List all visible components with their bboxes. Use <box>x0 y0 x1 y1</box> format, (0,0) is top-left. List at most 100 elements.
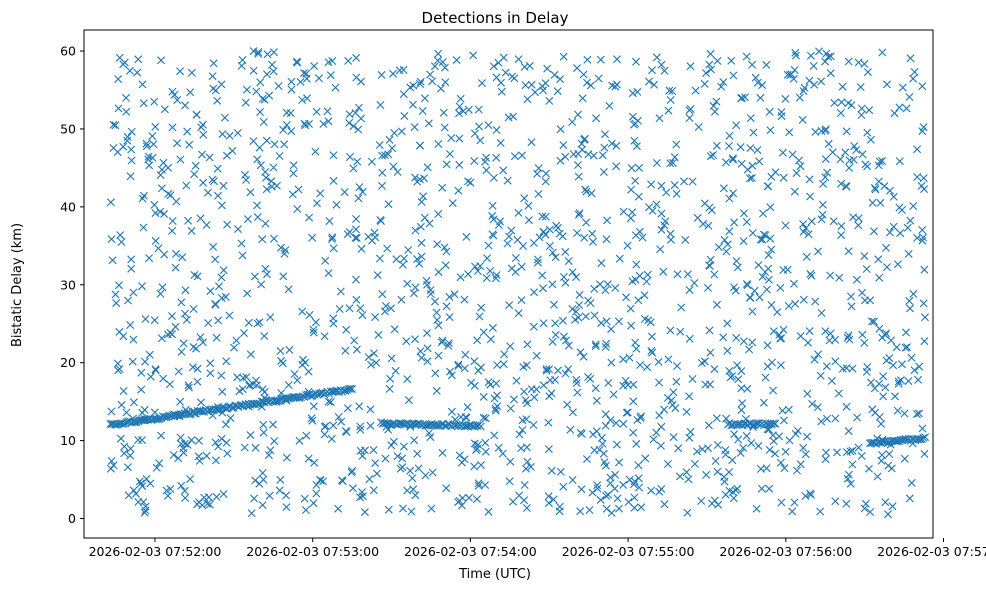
detection-marker <box>113 359 122 368</box>
detection-marker <box>566 425 575 434</box>
detection-marker <box>129 486 138 495</box>
detection-marker <box>404 396 413 405</box>
detection-marker <box>817 309 826 317</box>
detection-marker <box>790 498 799 507</box>
detection-marker <box>844 247 853 256</box>
detection-marker <box>176 397 185 406</box>
detection-marker <box>590 311 599 320</box>
detection-marker <box>737 367 746 376</box>
detection-marker <box>605 101 614 110</box>
detection-marker <box>434 321 443 330</box>
detection-marker <box>344 384 353 393</box>
detection-marker <box>251 476 260 485</box>
detection-marker <box>852 146 861 154</box>
detection-marker <box>801 492 810 500</box>
detection-marker <box>263 270 271 279</box>
detection-marker <box>393 168 402 176</box>
detection-marker <box>745 345 754 354</box>
detection-marker <box>576 428 585 437</box>
detection-marker <box>884 510 892 519</box>
detection-marker <box>421 471 430 480</box>
detection-marker <box>486 380 495 389</box>
detection-marker <box>522 504 531 512</box>
detection-marker <box>702 470 711 479</box>
detection-marker <box>261 219 270 228</box>
detection-marker <box>177 481 186 490</box>
detection-marker <box>160 209 169 218</box>
detection-marker <box>857 104 866 113</box>
detection-marker <box>282 491 290 500</box>
detection-marker <box>729 155 737 164</box>
detection-marker <box>858 150 867 159</box>
detection-marker <box>857 111 866 119</box>
detection-marker <box>580 233 589 242</box>
detection-marker <box>903 223 912 232</box>
detection-marker <box>729 189 738 198</box>
detection-marker <box>732 121 741 130</box>
detection-marker <box>475 122 483 131</box>
detection-marker <box>150 408 159 417</box>
detection-marker <box>786 71 795 80</box>
detection-marker <box>230 343 239 352</box>
detection-marker <box>628 112 637 121</box>
detection-marker <box>918 82 927 91</box>
detection-marker <box>409 485 418 494</box>
detection-marker <box>420 174 428 183</box>
detection-marker <box>921 313 929 322</box>
detection-marker <box>203 499 212 508</box>
detection-marker <box>150 97 159 106</box>
detection-marker <box>255 318 264 327</box>
detection-marker <box>411 173 420 182</box>
detection-marker <box>647 332 656 341</box>
detection-marker <box>883 80 891 89</box>
detection-marker <box>738 399 747 408</box>
detection-marker <box>619 480 628 489</box>
detection-marker <box>821 155 830 164</box>
detection-marker <box>378 168 387 177</box>
detection-marker <box>196 214 205 223</box>
detection-marker <box>867 378 875 387</box>
detection-marker <box>866 508 875 516</box>
detection-marker <box>795 156 803 165</box>
detection-marker <box>612 440 621 449</box>
detection-marker <box>244 215 252 224</box>
detection-marker <box>417 197 426 206</box>
detection-marker <box>323 107 332 116</box>
scatter-points <box>106 47 930 519</box>
detection-marker <box>134 436 143 444</box>
detection-marker <box>655 411 664 420</box>
detection-marker <box>358 451 367 460</box>
detection-marker <box>127 156 136 165</box>
detection-marker <box>882 356 891 365</box>
detection-marker <box>521 81 530 90</box>
detection-marker <box>367 157 376 166</box>
detection-marker <box>364 232 373 241</box>
detection-marker <box>194 436 203 445</box>
detection-marker <box>107 235 116 244</box>
detection-marker <box>868 198 877 207</box>
detection-marker <box>805 76 814 85</box>
detection-marker <box>433 316 442 324</box>
detection-marker <box>754 441 763 450</box>
detection-marker <box>706 49 715 58</box>
detection-marker <box>377 70 386 79</box>
detection-marker <box>842 364 851 373</box>
detection-marker <box>769 386 778 395</box>
detection-marker <box>834 389 843 398</box>
detection-marker <box>187 68 196 77</box>
detection-marker <box>733 361 742 370</box>
detection-marker <box>240 329 248 338</box>
detection-marker <box>192 110 201 119</box>
detection-marker <box>267 177 276 186</box>
detection-marker <box>778 406 787 415</box>
detection-marker <box>870 227 878 236</box>
detection-marker <box>522 361 531 370</box>
detection-marker <box>514 55 523 64</box>
detection-marker <box>456 273 465 282</box>
detection-marker <box>522 443 531 452</box>
detection-marker <box>455 160 464 169</box>
detection-marker <box>905 296 914 305</box>
detection-marker <box>489 231 498 240</box>
detection-marker <box>276 475 285 484</box>
detection-marker <box>180 439 189 448</box>
